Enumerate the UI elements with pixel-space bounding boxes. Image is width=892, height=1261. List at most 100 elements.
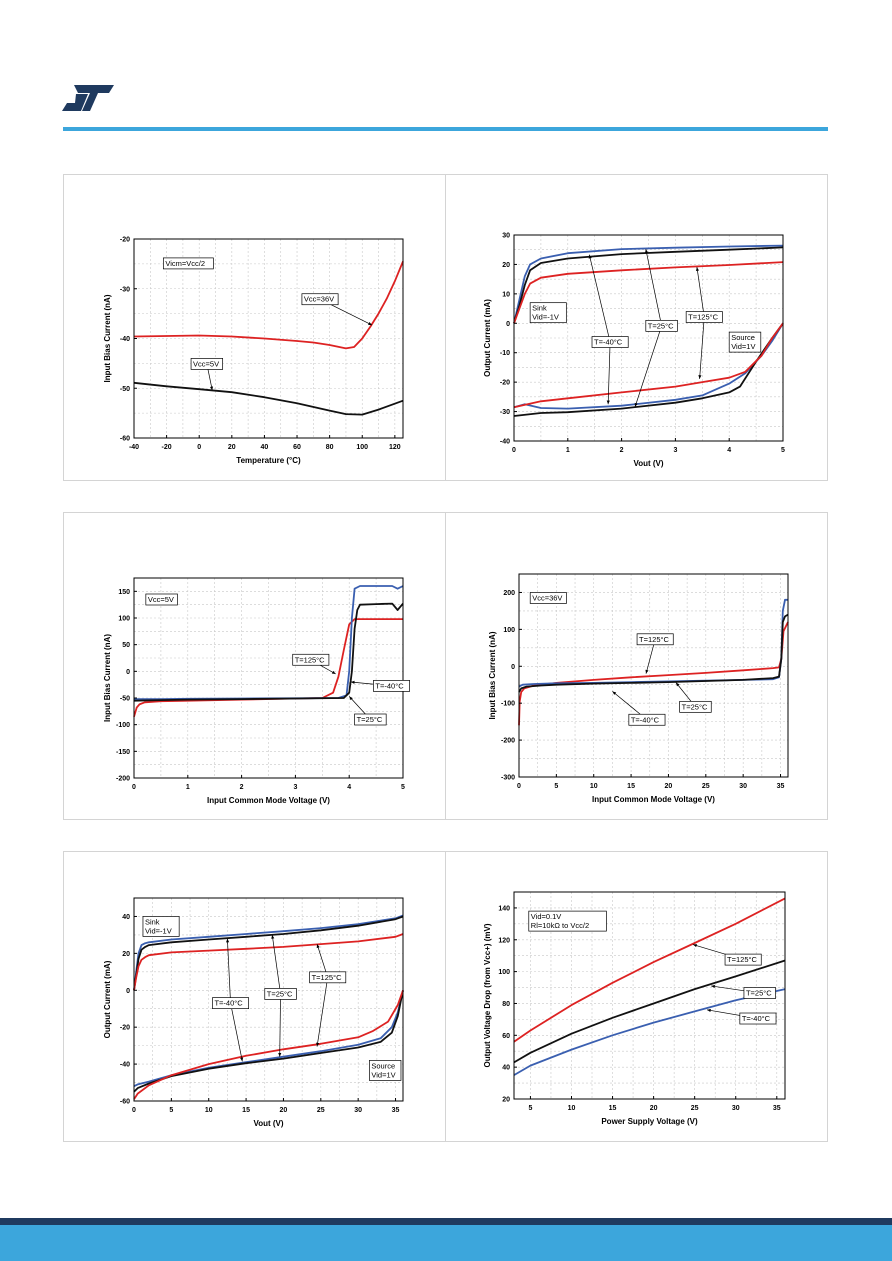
- annotation-arrowhead: [278, 1053, 282, 1057]
- annotation-arrowhead: [316, 1042, 320, 1047]
- y-axis-label: Input Bias Current (nA): [488, 631, 497, 719]
- y-tick-label: 30: [502, 233, 510, 240]
- annotation-label: T=-40°C: [594, 338, 623, 347]
- series-line: [133, 914, 404, 991]
- annotation-box: [739, 1012, 777, 1025]
- y-tick-label: -200: [116, 776, 130, 783]
- plot-frame: [513, 891, 786, 1100]
- y-tick-label: 20: [502, 1097, 510, 1104]
- x-tick-label: 35: [777, 783, 785, 790]
- st-logo: [62, 85, 114, 111]
- series-line: [513, 246, 784, 324]
- x-tick-label: 5: [554, 783, 558, 790]
- annotation-box: [142, 916, 180, 937]
- y-tick-label: 100: [498, 969, 510, 976]
- annotation-arrowhead: [240, 1057, 244, 1062]
- annotation-label: Vcc=5V: [148, 595, 174, 604]
- y-tick-label: -10: [500, 350, 510, 357]
- annotation-box: [645, 319, 678, 332]
- series-line: [513, 322, 784, 417]
- annotation-label: T=25°C: [357, 715, 383, 724]
- y-tick-label: 120: [498, 937, 510, 944]
- x-tick-label: 10: [590, 783, 598, 790]
- annotation-arrowhead: [349, 696, 353, 701]
- annotation-arrowhead: [350, 680, 355, 684]
- annotation-label: T=125°C: [639, 635, 669, 644]
- y-tick-label: -200: [501, 738, 515, 745]
- series-line: [133, 381, 404, 416]
- x-tick-label: 30: [354, 1107, 362, 1114]
- annotation-label: Rl=10kΩ to Vcc/2: [531, 921, 589, 930]
- annotation-label: Vid=0.1V: [531, 912, 562, 921]
- x-axis-label: Input Common Mode Voltage (V): [207, 796, 330, 805]
- x-tick-label: 15: [627, 783, 635, 790]
- annotation-box: [685, 311, 723, 323]
- annotation-box: [190, 358, 224, 370]
- annotation-label: Source: [731, 333, 755, 342]
- annotation-box: [728, 331, 762, 353]
- x-tick-label: 3: [293, 784, 297, 791]
- chart-panel-2: 0 1 2 3 4 5 -40 -30 -20 -10 0 10 20 30 Vout (V) Output …: [445, 174, 828, 481]
- x-tick-label: 0: [132, 784, 136, 791]
- x-tick-label: 5: [169, 1107, 173, 1114]
- y-tick-label: -30: [120, 286, 130, 293]
- annotation-arrowhead: [271, 934, 275, 939]
- annotation-label: T=25°C: [682, 702, 708, 711]
- x-tick-label: -40: [129, 444, 139, 451]
- y-tick-label: -30: [500, 409, 510, 416]
- chart-panel-3: 0 1 2 3 4 5 -200 -150 -100 -50 0 50 100 150 Input Comm…: [63, 512, 446, 820]
- y-tick-label: 80: [502, 1001, 510, 1008]
- x-axis-label: Temperature (°C): [236, 456, 301, 465]
- series-line: [513, 244, 784, 324]
- y-tick-label: 0: [126, 669, 130, 676]
- series-line: [513, 959, 786, 1064]
- annotation-arrowhead: [706, 1008, 711, 1012]
- annotation-box: [162, 257, 214, 270]
- footer-band-light: [0, 1225, 892, 1261]
- y-tick-label: -40: [120, 1062, 130, 1069]
- y-tick-label: 10: [502, 291, 510, 298]
- chart-svg: 0 5 10 15 20 25 30 35 -60 -40 -20 0 20 40 Vout (V) Outp…: [103, 897, 404, 1128]
- plot-frame: [133, 897, 404, 1102]
- x-tick-label: 20: [280, 1107, 288, 1114]
- x-tick-label: -20: [162, 444, 172, 451]
- x-tick-label: 5: [781, 447, 785, 454]
- plot-frame: [513, 234, 784, 442]
- chart-svg: 0 1 2 3 4 5 -200 -150 -100 -50 0 50 100 150 Input Comm…: [103, 577, 410, 805]
- x-tick-label: 0: [197, 444, 201, 451]
- chart-panel-4: 0 5 10 15 20 25 30 35 -300 -200 -100 0 100 200 Input C…: [445, 512, 828, 820]
- annotation-arrowhead: [606, 400, 610, 405]
- annotation-box: [628, 713, 666, 726]
- annotation-label: Vid=-1V: [145, 926, 172, 935]
- annotation-box: [743, 987, 776, 999]
- chart-svg: 0 5 10 15 20 25 30 35 -300 -200 -100 0 100 200 Input C…: [488, 573, 789, 804]
- y-tick-label: 0: [506, 321, 510, 328]
- annotation-box: [212, 997, 250, 1010]
- plot-frame: [133, 577, 404, 779]
- annotation-label: Vcc=36V: [304, 295, 334, 304]
- x-tick-label: 2: [620, 447, 624, 454]
- x-tick-label: 10: [568, 1105, 576, 1112]
- header-rule: [63, 127, 828, 131]
- x-tick-label: 25: [702, 783, 710, 790]
- annotation-box: [529, 302, 567, 324]
- annotation-label: Vid=1V: [731, 342, 755, 351]
- chart-svg: 0 1 2 3 4 5 -40 -30 -20 -10 0 10 20 30 Vout (V) Output …: [483, 233, 785, 469]
- y-tick-label: 40: [502, 1065, 510, 1072]
- chart-panel-1: -40 -20 0 20 40 60 80 100 120 -60 -50 -40 -30 -20 Temp…: [63, 174, 446, 481]
- annotation-box: [354, 713, 387, 726]
- annotation-arrow: [588, 254, 611, 343]
- annotation-box: [145, 593, 178, 606]
- x-tick-label: 100: [356, 444, 368, 451]
- footer-band-dark: [0, 1218, 892, 1225]
- annotation-arrowhead: [612, 691, 617, 695]
- y-tick-label: -40: [500, 439, 510, 446]
- y-axis-label: Output Current (mA): [103, 960, 112, 1038]
- y-tick-label: 0: [511, 664, 515, 671]
- series-line: [513, 322, 784, 409]
- annotation-label: Source: [371, 1061, 395, 1070]
- annotation-box: [264, 988, 297, 1000]
- x-tick-label: 2: [240, 784, 244, 791]
- x-tick-label: 4: [347, 784, 351, 791]
- y-tick-label: -100: [501, 701, 515, 708]
